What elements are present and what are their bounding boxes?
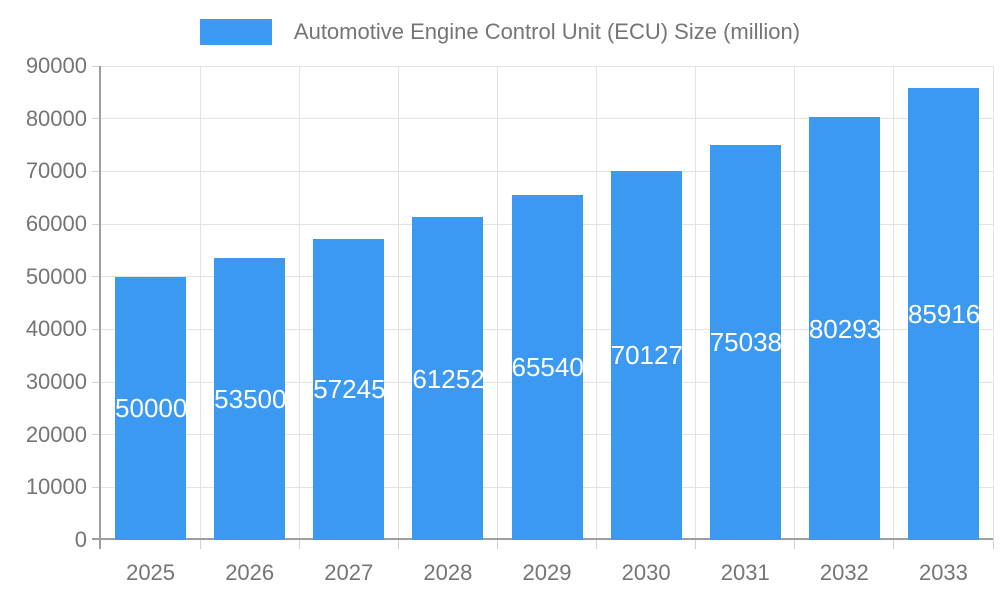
y-axis-tick <box>92 223 101 225</box>
bar-2027[interactable] <box>313 238 385 540</box>
bar-2033[interactable] <box>907 87 979 540</box>
bar-2031[interactable] <box>709 144 781 540</box>
y-axis-label: 30000 <box>25 369 87 394</box>
x-axis-tick <box>794 540 796 549</box>
bar-value-label: 80293 <box>808 313 882 344</box>
x-axis-tick <box>596 540 598 549</box>
gridline-vertical <box>794 66 796 540</box>
y-axis-label: 40000 <box>25 316 87 342</box>
bar-2032[interactable] <box>808 117 880 540</box>
x-axis-tick <box>199 540 201 549</box>
y-axis-tick <box>92 276 101 278</box>
x-axis-label: 2025 <box>126 560 176 585</box>
y-axis-tick <box>92 328 101 330</box>
bar-value-label: 75038 <box>709 327 783 358</box>
bar-2029[interactable] <box>511 194 583 540</box>
y-axis-label: 60000 <box>25 211 87 236</box>
gridline-vertical <box>893 66 895 540</box>
y-axis-tick <box>92 118 101 120</box>
y-axis-tick <box>92 65 101 67</box>
gridline-vertical <box>695 66 697 540</box>
x-axis-tick <box>496 540 498 549</box>
y-axis-label: 0 <box>74 527 87 552</box>
x-axis-label: 2031 <box>720 560 770 585</box>
legend-label[interactable]: Automotive Engine Control Unit (ECU) Siz… <box>293 19 801 44</box>
bar-value-label: 85916 <box>907 298 981 329</box>
bar-value-label: 65540 <box>511 352 584 383</box>
gridline-horizontal <box>101 118 993 120</box>
bar-2030[interactable] <box>610 170 682 540</box>
x-axis-label: 2026 <box>225 560 275 585</box>
bar-value-label: 53500 <box>214 384 287 415</box>
y-axis-label: 20000 <box>25 421 87 447</box>
x-axis-tick <box>695 540 697 549</box>
x-axis-label: 2032 <box>819 560 869 585</box>
bar-value-label: 70127 <box>610 340 683 371</box>
x-axis-label: 2033 <box>918 560 968 585</box>
x-axis-label: 2029 <box>522 560 572 585</box>
gridline-vertical <box>596 66 598 540</box>
y-axis-label: 70000 <box>25 158 87 184</box>
bar-value-label: 50000 <box>115 393 188 424</box>
legend-swatch[interactable] <box>199 19 272 45</box>
bar-2025[interactable] <box>115 276 187 540</box>
gridline-vertical <box>496 66 498 540</box>
y-axis-label: 10000 <box>25 474 87 500</box>
y-axis-label: 90000 <box>25 53 87 78</box>
y-axis-label: 50000 <box>25 263 87 289</box>
gridline-vertical <box>397 66 399 540</box>
x-axis-tick <box>893 540 895 549</box>
y-axis-tick <box>92 381 101 383</box>
gridline-horizontal <box>101 170 993 172</box>
x-axis-tick <box>992 540 994 549</box>
gridline-vertical <box>992 66 994 540</box>
y-axis-label: 80000 <box>25 105 87 131</box>
gridline-horizontal <box>101 65 993 67</box>
x-axis-label: 2030 <box>621 560 671 585</box>
bar-value-label: 57245 <box>313 374 386 405</box>
x-axis-tick <box>298 540 300 549</box>
gridline-vertical <box>298 66 300 540</box>
y-axis-tick <box>92 170 101 172</box>
legend[interactable]: Automotive Engine Control Unit (ECU) Siz… <box>0 19 1000 45</box>
y-axis-tick <box>92 486 101 488</box>
bar-value-label: 61252 <box>412 363 485 394</box>
x-axis-label: 2028 <box>423 560 473 585</box>
y-axis-line <box>99 66 101 549</box>
x-axis-label: 2027 <box>324 560 374 585</box>
bar-2026[interactable] <box>214 258 286 540</box>
x-axis-tick <box>397 540 399 549</box>
y-axis-tick <box>92 434 101 436</box>
bar-2028[interactable] <box>412 217 484 540</box>
gridline-vertical <box>199 66 201 540</box>
